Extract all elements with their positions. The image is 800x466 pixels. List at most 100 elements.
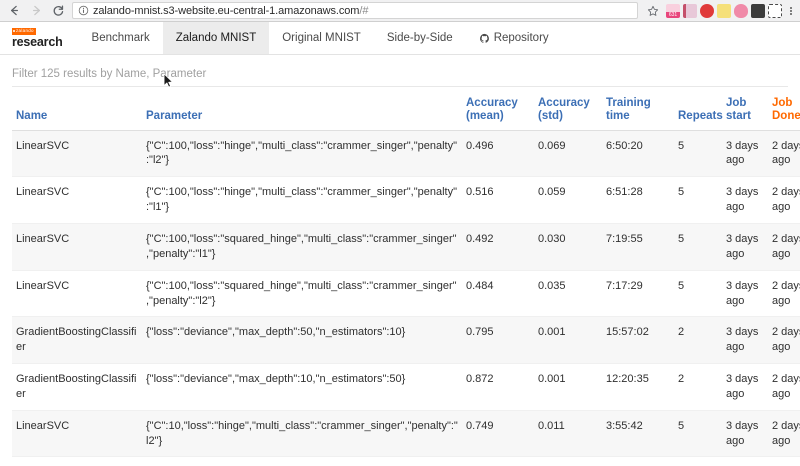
menu-dot xyxy=(790,6,792,9)
column-header-job-start[interactable]: Job start xyxy=(722,93,768,131)
cell-job_start: 3 days ago xyxy=(722,410,768,458)
browser-toolbar: zalando-mnist.s3-website.eu-central-1.am… xyxy=(0,0,800,22)
cell-accuracy_std: 0.035 xyxy=(534,270,602,318)
cell-accuracy_mean: 0.749 xyxy=(462,410,534,458)
extension-icons: 631 xyxy=(664,3,782,18)
cell-job_done: 2 days ago xyxy=(768,456,800,466)
forward-arrow-icon xyxy=(32,5,40,16)
cell-name: LinearSVC xyxy=(12,456,142,466)
cell-job_start: 3 days ago xyxy=(722,176,768,224)
url-text: zalando-mnist.s3-website.eu-central-1.am… xyxy=(93,5,368,17)
cell-parameter: {"C":100,"loss":"squared_hinge","multi_c… xyxy=(142,223,462,271)
tab-side-by-side[interactable]: Side-by-Side xyxy=(374,22,466,54)
table-row[interactable]: GradientBoostingClassifier {"loss":"devia… xyxy=(12,363,800,411)
column-header-training-time[interactable]: Training time xyxy=(602,93,674,131)
fullscreen-extension-icon[interactable] xyxy=(768,3,782,18)
book-extension-icon[interactable] xyxy=(683,3,697,18)
table-row[interactable]: GradientBoostingClassifier {"loss":"devia… xyxy=(12,316,800,365)
address-bar[interactable]: zalando-mnist.s3-website.eu-central-1.am… xyxy=(72,2,638,19)
tab-zalando-mnist[interactable]: Zalando MNIST xyxy=(162,22,270,54)
cell-parameter: {"C":100,"loss":"squared_hinge","multi_c… xyxy=(142,270,462,318)
cell-accuracy_mean: 0.484 xyxy=(462,270,534,318)
table-row[interactable]: LinearSVC{"C":10,"loss":"hinge","multi_c… xyxy=(12,410,800,458)
cell-accuracy_std: 0.030 xyxy=(534,223,602,271)
table-row[interactable]: LinearSVC{"C":10,"loss":"hinge","multi_c… xyxy=(12,456,800,466)
cell-training_time: 7:17:29 xyxy=(602,270,674,318)
reload-icon xyxy=(53,5,63,16)
dark-reader-extension-icon[interactable] xyxy=(751,3,765,18)
tab-side-by-side-label: Side-by-Side xyxy=(386,32,453,44)
filter-input[interactable] xyxy=(12,64,788,84)
table-header: Name Parameter Accuracy (mean) Accuracy … xyxy=(12,93,800,131)
table-row[interactable]: LinearSVC {"C":100,"loss":"hinge","multi_… xyxy=(12,176,800,224)
reload-button[interactable] xyxy=(48,2,68,20)
cell-training_time: 6:50:20 xyxy=(602,130,674,178)
site-navigation: zalando research Benchmark Zalando MNIST… xyxy=(0,22,800,55)
cell-repeats: 5 xyxy=(674,270,722,318)
cell-parameter: {"C":100,"loss":"hinge","multi_class":"c… xyxy=(142,130,462,178)
cell-name: GradientBoostingClassifier xyxy=(12,363,142,411)
red-stop-extension-icon[interactable] xyxy=(700,3,714,18)
cell-name: LinearSVC xyxy=(12,410,142,458)
cell-training_time: 15:57:02 xyxy=(602,316,674,365)
back-button[interactable] xyxy=(4,2,24,20)
column-header-parameter[interactable]: Parameter xyxy=(142,93,462,131)
cell-training_time: 6:51:28 xyxy=(602,176,674,224)
cell-repeats: 2 xyxy=(674,316,722,365)
tab-original-mnist[interactable]: Original MNIST xyxy=(269,22,374,54)
table-body: LinearSVC {"C":100,"loss":"hinge","multi_… xyxy=(12,130,800,466)
brand-research-label: research xyxy=(12,34,63,49)
table-header-row: Name Parameter Accuracy (mean) Accuracy … xyxy=(12,93,800,131)
cell-name: LinearSVC xyxy=(12,223,142,271)
cell-job_start: 3 days ago xyxy=(722,130,768,178)
cell-accuracy_std: 0.011 xyxy=(534,410,602,458)
pink-blob-extension-icon[interactable] xyxy=(734,3,748,18)
cell-repeats: 5 xyxy=(674,410,722,458)
filter-section xyxy=(0,55,800,94)
yellow-note-extension-icon[interactable] xyxy=(717,3,731,18)
brand-logo[interactable]: zalando research xyxy=(12,22,79,54)
tab-benchmark-label: Benchmark xyxy=(91,32,150,44)
column-header-accuracy-std[interactable]: Accuracy (std) xyxy=(534,93,602,131)
column-header-name[interactable]: Name xyxy=(12,93,142,131)
cell-parameter: {"loss":"deviance","max_depth":50,"n_est… xyxy=(142,316,462,365)
cell-parameter: {"loss":"deviance","max_depth":10,"n_est… xyxy=(142,363,462,411)
cell-training_time: 4:51:51 xyxy=(602,456,674,466)
cell-parameter: {"C":100,"loss":"hinge","multi_class":"c… xyxy=(142,176,462,224)
extension-badge: 631 xyxy=(666,11,680,18)
column-header-accuracy-mean[interactable]: Accuracy (mean) xyxy=(462,93,534,131)
cell-accuracy_mean: 0.492 xyxy=(462,223,534,271)
cell-parameter: {"C":10,"loss":"hinge","multi_class":"cr… xyxy=(142,456,462,466)
cell-accuracy_mean: 0.496 xyxy=(462,130,534,178)
pink-gift-extension-icon[interactable]: 631 xyxy=(666,3,680,18)
page-info-icon[interactable] xyxy=(78,5,89,16)
cell-job_start: 3 days ago xyxy=(722,456,768,466)
cell-job_start: 3 days ago xyxy=(722,270,768,318)
cell-name: GradientBoostingClassifier xyxy=(12,316,142,365)
tab-repository[interactable]: Repository xyxy=(466,22,562,54)
tab-repository-label: Repository xyxy=(493,32,549,44)
table-row[interactable]: LinearSVC {"C":100,"loss":"squared_hinge"… xyxy=(12,223,800,271)
browser-menu-button[interactable] xyxy=(784,6,796,15)
cell-training_time: 12:20:35 xyxy=(602,363,674,411)
cell-accuracy_mean: 0.751 xyxy=(462,456,534,466)
cell-job_done: 2 days ago xyxy=(768,316,800,365)
cell-job_start: 3 days ago xyxy=(722,363,768,411)
cell-name: LinearSVC xyxy=(12,130,142,178)
cell-job_done: 2 days ago xyxy=(768,176,800,224)
back-arrow-icon xyxy=(10,5,18,16)
cell-job_done: 2 days ago xyxy=(768,223,800,271)
cell-repeats: 5 xyxy=(674,130,722,178)
bookmark-button[interactable] xyxy=(644,2,662,20)
tab-original-mnist-label: Original MNIST xyxy=(282,32,361,44)
column-header-job-done[interactable]: Job Done xyxy=(768,93,800,131)
cell-accuracy_std: 0.069 xyxy=(534,130,602,178)
table-row[interactable]: LinearSVC {"C":100,"loss":"squared_hinge"… xyxy=(12,270,800,318)
cell-job_done: 2 days ago xyxy=(768,130,800,178)
cell-training_time: 7:19:55 xyxy=(602,223,674,271)
brand-zalando-label: zalando xyxy=(12,28,36,35)
cell-accuracy_std: 0.001 xyxy=(534,363,602,411)
tab-benchmark[interactable]: Benchmark xyxy=(79,22,163,54)
table-row[interactable]: LinearSVC {"C":100,"loss":"hinge","multi_… xyxy=(12,130,800,178)
column-header-repeats[interactable]: Repeats xyxy=(674,93,723,131)
